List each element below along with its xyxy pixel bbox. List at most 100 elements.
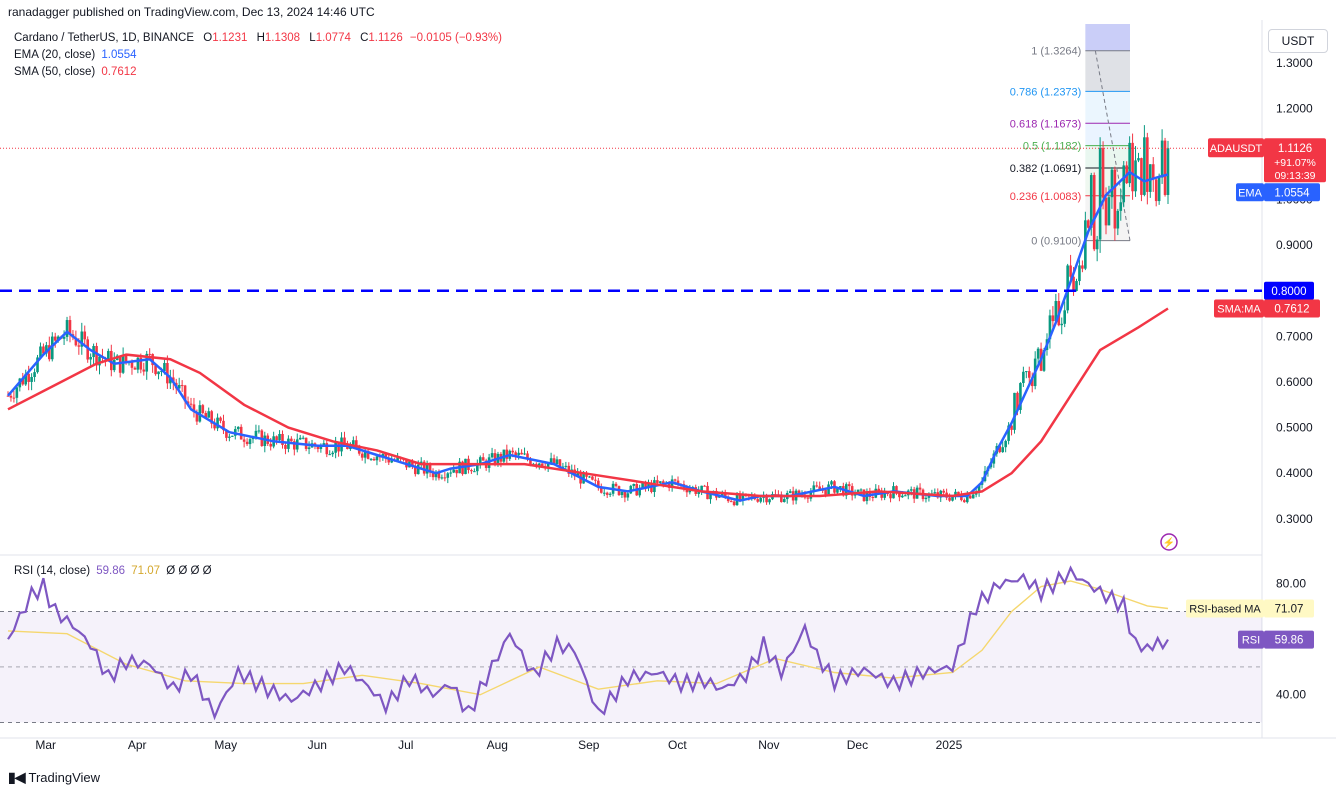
candle-body <box>354 440 358 446</box>
candle-body <box>942 490 945 493</box>
candle-body <box>207 411 211 418</box>
candle-body <box>112 360 116 371</box>
candle-body <box>481 457 485 461</box>
candle-body <box>177 385 181 389</box>
candle-body <box>815 485 819 487</box>
footer-brand[interactable]: ▮◀ TradingView <box>8 769 100 786</box>
candle-body <box>62 336 66 339</box>
lightning-circle-icon[interactable] <box>1160 533 1178 551</box>
candle-body <box>1051 315 1055 322</box>
price-tick-label: 0.9000 <box>1276 238 1313 252</box>
candle-body <box>136 357 140 370</box>
fib-level-label: 0.382 (1.0691) <box>1010 163 1082 175</box>
candle-body <box>422 461 426 474</box>
candle-body <box>647 483 650 488</box>
candle-body <box>239 426 243 440</box>
candle-body <box>257 430 261 432</box>
candle-body <box>74 337 78 346</box>
candle-body <box>558 459 562 468</box>
last-price-tag <box>1264 138 1326 183</box>
candle-body <box>284 444 287 449</box>
candle-body <box>594 479 597 481</box>
candle-body <box>12 397 16 399</box>
price-tick-label: 0.7000 <box>1276 329 1313 343</box>
candle-body <box>741 493 745 501</box>
candle-body <box>375 456 379 461</box>
candle-body <box>1016 392 1019 410</box>
last-price-value: 1.1126 <box>1278 143 1312 155</box>
candle-body <box>1160 140 1164 178</box>
symbol-tag-text: ADAUSDT <box>1210 143 1263 155</box>
rsi-value-tag-text: 59.86 <box>1275 635 1304 647</box>
candle-body <box>659 481 662 483</box>
candle-body <box>169 377 172 384</box>
candle-body <box>514 452 517 456</box>
rsi-legend[interactable]: RSI (14, close) 59.86 71.07 Ø Ø Ø Ø <box>14 565 212 577</box>
symbol-legend[interactable]: Cardano / TetherUS, 1D, BINANCE O1.1231 … <box>14 32 502 44</box>
candle-body <box>537 463 541 466</box>
candle-body <box>83 331 87 340</box>
price-tick-label: 0.5000 <box>1276 421 1313 435</box>
candle-body <box>263 435 267 447</box>
candle-body <box>201 405 205 413</box>
candle-body <box>204 412 208 418</box>
rsi-line[interactable] <box>7 565 1169 721</box>
rsi-name-tag <box>1238 630 1264 649</box>
candle-body <box>24 373 28 385</box>
sma-legend-label: SMA (50, close) <box>14 66 96 78</box>
ema-line[interactable] <box>7 170 1169 502</box>
candle-body <box>1010 425 1013 430</box>
candle-body <box>1063 310 1066 324</box>
bar-countdown: 09:13:39 <box>1275 170 1316 182</box>
candle-body <box>431 472 435 478</box>
candle-body <box>561 466 565 468</box>
lightning-glyph: ⚡ <box>1163 536 1175 549</box>
candle-body <box>1042 349 1046 371</box>
price-tick-label: 0.4000 <box>1276 466 1313 480</box>
candle-body <box>1078 265 1081 282</box>
candle-body <box>765 495 768 503</box>
candle-body <box>782 499 786 503</box>
candle-body <box>1084 220 1087 269</box>
ohlc-l-label: L <box>309 32 316 44</box>
candle-body <box>883 492 886 498</box>
candle-body <box>788 491 792 493</box>
candle-body <box>416 464 420 475</box>
candle-body <box>608 493 612 495</box>
candle-body <box>555 459 559 465</box>
candle-body <box>248 439 252 445</box>
footer-brand-text: TradingView <box>28 770 101 785</box>
candle-body <box>650 483 653 493</box>
candle-body <box>1122 165 1126 203</box>
candle-body <box>452 469 455 473</box>
candle-body <box>1022 371 1025 384</box>
candle-body <box>42 346 45 354</box>
candle-body <box>951 496 954 501</box>
candle-body <box>895 486 898 493</box>
candle-body <box>759 497 762 502</box>
ema-legend[interactable]: EMA (20, close) 1.0554 <box>14 49 137 61</box>
candle-body <box>824 489 827 495</box>
fib-level-label: 1 (1.3264) <box>1031 46 1081 58</box>
candle-body <box>490 453 494 458</box>
fib-level-label: 0 (0.9100) <box>1031 236 1081 248</box>
currency-unit-button[interactable]: USDT <box>1268 29 1328 53</box>
candle-body <box>301 437 305 439</box>
fib-zone <box>1085 50 1130 92</box>
rsi-legend-label: RSI (14, close) <box>14 565 91 577</box>
candle-body <box>602 492 606 494</box>
fib-zone <box>1085 91 1130 124</box>
candle-body <box>1140 158 1143 195</box>
candle-body <box>723 492 727 497</box>
candle-body <box>768 499 771 503</box>
time-tick-label: Sep <box>578 738 600 752</box>
sma-line[interactable] <box>7 307 1169 498</box>
sma-legend[interactable]: SMA (50, close) 0.7612 <box>14 66 137 78</box>
candle-body <box>9 395 13 398</box>
time-tick-label: Oct <box>668 738 687 752</box>
candle-body <box>50 336 54 360</box>
candle-body <box>889 494 892 499</box>
candle-body <box>1104 197 1108 226</box>
candle-body <box>1007 425 1010 441</box>
